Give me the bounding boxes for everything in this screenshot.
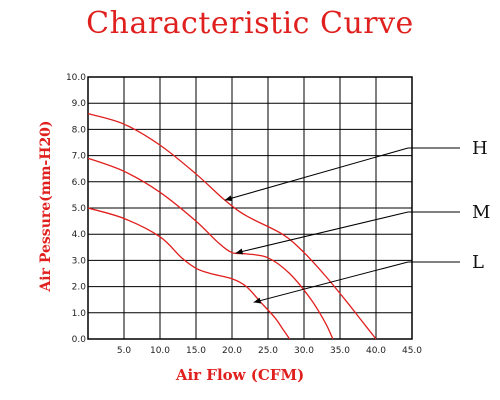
curve-H [87, 113, 377, 340]
x-tick-label: 45.0 [402, 346, 422, 356]
chart-title: Characteristic Curve [86, 6, 414, 41]
leader-diagonal-M [235, 211, 409, 254]
leader-diagonal-H [224, 147, 409, 201]
y-tick-label: 4.0 [72, 230, 87, 240]
x-tick-label: 5.0 [117, 346, 132, 356]
grid [87, 76, 413, 340]
arrowhead-L [253, 297, 262, 304]
x-tick-label: 40.0 [366, 346, 386, 356]
y-tick-label: 0.0 [72, 335, 87, 345]
y-tick-label: 7.0 [72, 152, 87, 162]
callout-label-H: H [472, 138, 488, 159]
y-tick-label: 3.0 [72, 256, 87, 266]
y-tick-label: 8.0 [72, 125, 87, 135]
x-tick-label: 25.0 [258, 346, 278, 356]
callout-label-L: L [472, 252, 484, 273]
y-tick-label: 2.0 [72, 283, 87, 293]
curve-L [87, 207, 291, 340]
x-tick-label: 15.0 [186, 346, 206, 356]
x-tick-label: 30.0 [294, 346, 314, 356]
arrowhead-M [235, 248, 244, 255]
leader-diagonal-L [253, 261, 409, 303]
y-tick-label: 10.0 [66, 73, 86, 83]
ticks: 5.0 10.0 15.0 20.0 25.0 30.0 35.0 40.0 45.0 0.0 1.… [66, 73, 422, 356]
arrowhead-H [224, 195, 233, 202]
y-tick-label: 5.0 [72, 204, 87, 214]
x-tick-label: 20.0 [222, 346, 242, 356]
curve-M [87, 157, 334, 340]
x-tick-label: 35.0 [330, 346, 350, 356]
x-axis-label: Air Flow (CFM) [175, 366, 305, 384]
callouts: H M L [224, 138, 490, 304]
y-tick-label: 1.0 [72, 309, 87, 319]
callout-label-M: M [472, 202, 490, 223]
y-tick-label: 9.0 [72, 99, 87, 109]
y-tick-label: 6.0 [72, 178, 87, 188]
x-tick-label: 10.0 [150, 346, 170, 356]
